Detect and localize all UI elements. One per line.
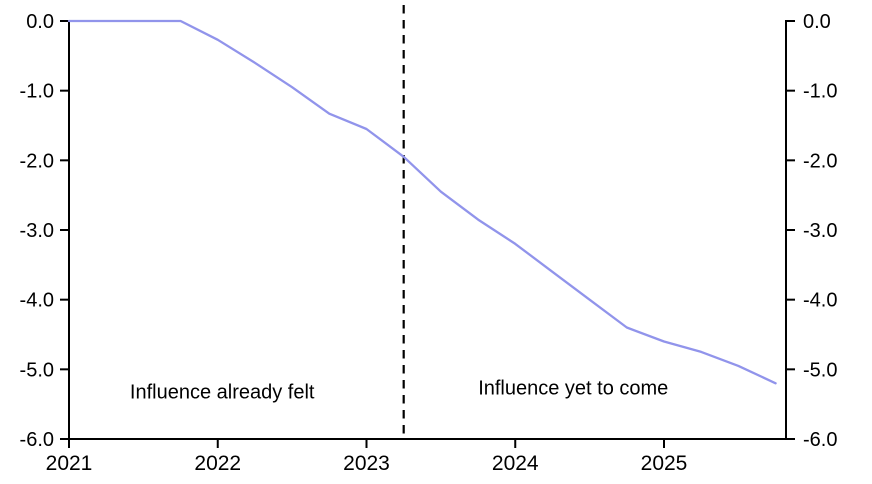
x-tick-label: 2024	[492, 452, 539, 475]
y-tick-label-right: -4.0	[803, 290, 837, 312]
y-tick-label-right: -5.0	[803, 359, 837, 381]
y-tick-label-left: 0.0	[26, 11, 54, 33]
annotation-influence-already-felt: Influence already felt	[129, 381, 315, 404]
data-series-line	[67, 19, 777, 385]
y-tick-label-right: -3.0	[803, 220, 837, 242]
x-tick-label: 2023	[343, 452, 390, 475]
y-tick-label-right: -1.0	[803, 81, 837, 103]
y-tick-label-right: 0.0	[803, 11, 831, 33]
y-tick-label-right: -6.0	[803, 429, 837, 451]
y-tick-label-left: -2.0	[20, 150, 54, 172]
y-tick-label-left: -1.0	[20, 81, 54, 103]
x-tick-label: 2025	[641, 452, 688, 475]
y-tick-label-left: -5.0	[20, 359, 54, 381]
x-tick-label: 2022	[194, 452, 241, 475]
y-tick-label-left: -6.0	[20, 429, 54, 451]
y-tick-label-right: -2.0	[803, 150, 837, 172]
y-tick-label-left: -3.0	[20, 220, 54, 242]
x-tick-label: 2021	[46, 452, 93, 475]
y-tick-label-left: -4.0	[20, 290, 54, 312]
annotation-influence-yet-to-come: Influence yet to come	[478, 377, 669, 400]
